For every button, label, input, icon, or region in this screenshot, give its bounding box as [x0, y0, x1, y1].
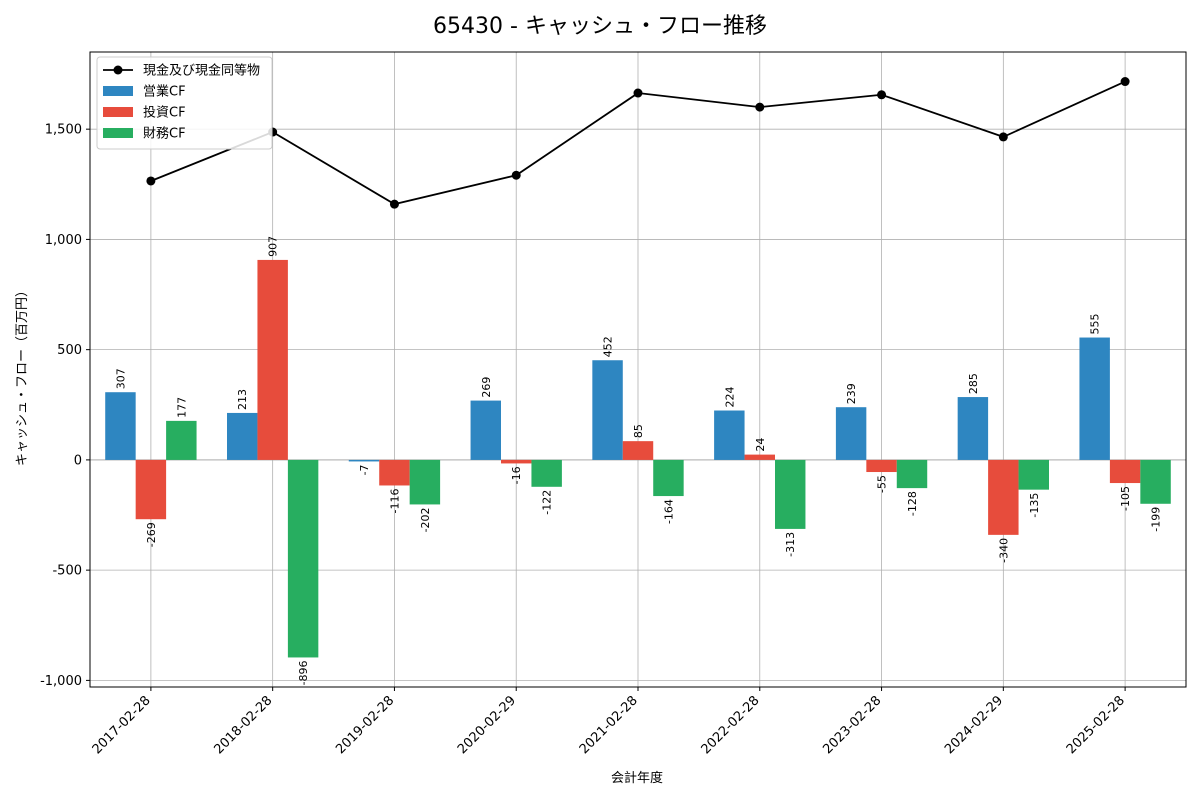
data-label: -269 [145, 522, 158, 547]
data-label: -340 [997, 538, 1010, 563]
legend-marker [113, 65, 123, 75]
x-tick-label: 2023-02-28 [820, 693, 884, 757]
bar [775, 459, 806, 529]
bar [622, 441, 654, 460]
bar [744, 454, 775, 460]
data-label: 239 [845, 383, 858, 404]
data-label: 269 [480, 377, 493, 398]
legend-label: 営業CF [143, 84, 186, 100]
bar [988, 459, 1019, 535]
bar [1079, 337, 1110, 460]
data-label: -896 [297, 660, 310, 685]
line-point [389, 199, 399, 209]
bar [835, 407, 867, 460]
line-point [633, 88, 643, 98]
data-label: 224 [723, 387, 736, 408]
line-point [877, 90, 887, 100]
bar [592, 360, 623, 460]
y-tick-label: 1,500 [45, 123, 82, 138]
bar [105, 392, 136, 460]
line-point [755, 102, 765, 112]
bar [470, 400, 501, 460]
line-point [146, 176, 156, 186]
data-label: -164 [662, 499, 675, 524]
bar [1109, 459, 1141, 484]
legend-bar-swatch [103, 86, 133, 96]
data-label: -313 [784, 532, 797, 557]
y-tick-label: -1,000 [40, 674, 82, 689]
bar [1140, 459, 1171, 504]
bar [714, 410, 745, 460]
bar [409, 459, 441, 505]
bar [501, 459, 532, 464]
x-axis-label: 会計年度 [611, 770, 663, 786]
legend-bar-swatch [103, 107, 133, 117]
x-tick-label: 2021-02-28 [577, 693, 641, 757]
data-label: -116 [388, 488, 401, 513]
bar [257, 259, 288, 460]
bar [135, 459, 167, 520]
data-labels: 307 213 -7 269 452 224 239 285 555 -269 907 -116 -16… [114, 236, 1162, 686]
chart-title: 65430 - キャッシュ・フロー推移 [433, 14, 767, 39]
x-tick-label: 2022-02-28 [699, 693, 763, 757]
data-label: 24 [754, 438, 767, 452]
data-label: 555 [1089, 314, 1102, 335]
data-label: 907 [267, 236, 280, 257]
data-label: 452 [602, 336, 615, 357]
data-label: -128 [906, 491, 919, 516]
line-point [1120, 77, 1130, 87]
data-label: -199 [1150, 507, 1163, 532]
bar [348, 459, 380, 462]
data-label: -122 [541, 490, 554, 515]
bar [531, 459, 562, 487]
data-label: -55 [876, 475, 889, 493]
line-point [511, 170, 521, 180]
data-label: 177 [175, 397, 188, 418]
data-label: -16 [510, 466, 523, 484]
data-label: -202 [419, 507, 432, 532]
bar [227, 412, 258, 460]
bar [653, 459, 684, 497]
bar [287, 459, 319, 658]
legend-bar-swatch [103, 128, 133, 138]
data-label: 307 [114, 368, 127, 389]
line-point [998, 132, 1008, 142]
data-label: 85 [632, 424, 645, 438]
y-tick-label: 500 [57, 343, 82, 358]
x-tick-label: 2019-02-28 [333, 693, 397, 757]
data-label: 285 [967, 373, 980, 394]
bars [105, 259, 1171, 658]
cash-line [146, 77, 1130, 209]
data-label: 213 [236, 389, 249, 410]
legend-box [96, 56, 273, 150]
legend-label: 財務CF [143, 127, 186, 142]
y-tick-label: 1,000 [45, 233, 82, 248]
legend-label: 現金及び現金同等物 [143, 63, 260, 79]
data-label: -105 [1119, 486, 1132, 511]
x-tick-label: 2024-02-29 [942, 693, 1006, 757]
bar [866, 459, 897, 473]
bar [896, 459, 928, 489]
data-label: -7 [358, 464, 371, 475]
x-tick-label: 2018-02-28 [211, 693, 275, 757]
bar [1018, 459, 1049, 490]
y-axis-label: キャッシュ・フロー（百万円） [15, 284, 30, 466]
bar [166, 420, 197, 460]
bar [379, 459, 410, 486]
x-tick-label: 2020-02-29 [455, 693, 519, 757]
x-tick-label: 2025-02-28 [1064, 693, 1128, 757]
x-tick-label: 2017-02-28 [90, 693, 154, 757]
y-tick-label: 0 [74, 453, 82, 468]
data-label: -135 [1028, 493, 1041, 518]
y-tick-label: -500 [52, 564, 82, 579]
legend-label: 投資CF [143, 105, 186, 121]
bar [957, 397, 989, 460]
